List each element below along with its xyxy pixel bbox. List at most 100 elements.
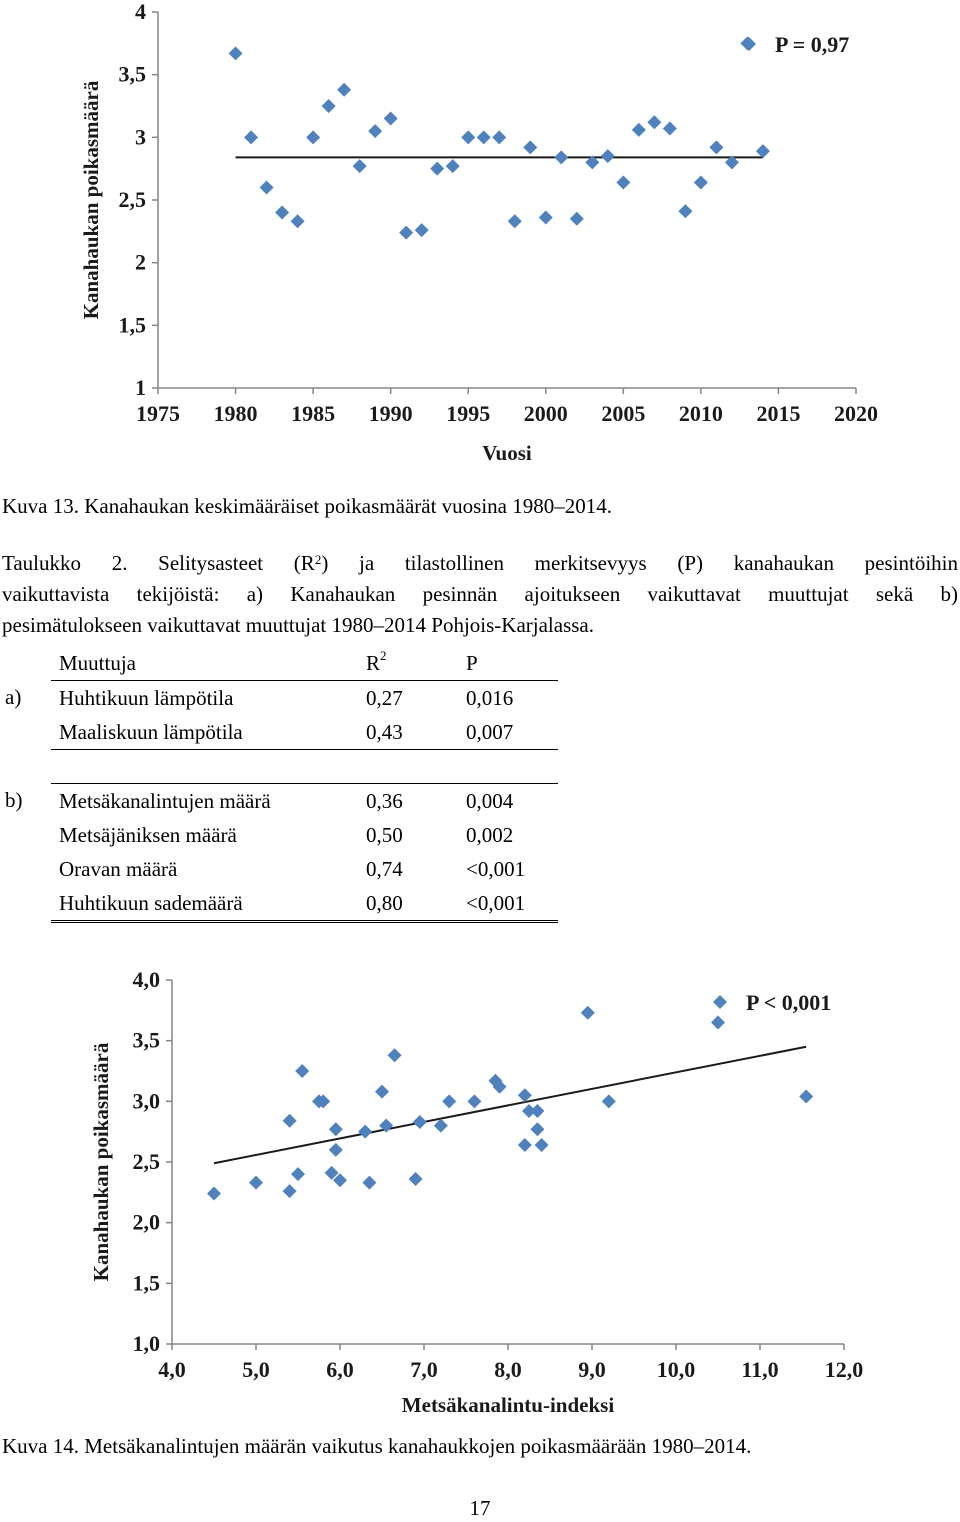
- data-point: [517, 1088, 532, 1103]
- table-caption-line-3: pesimätulokseen vaikuttavat muuttujat 19…: [2, 613, 594, 637]
- data-point: [368, 124, 383, 139]
- data-point: [379, 1118, 394, 1133]
- data-point: [207, 1186, 221, 1201]
- data-point: [328, 1122, 343, 1137]
- data-point: [282, 1184, 297, 1199]
- data-point: [358, 1124, 373, 1139]
- table-header-variable: Muuttuja: [51, 646, 366, 681]
- table-caption-part-2: ) ja tilastollinen merkitsevyys (P) kana…: [321, 551, 958, 575]
- data-point: [249, 1175, 263, 1190]
- y-tick-label: 2,5: [119, 187, 147, 212]
- data-point: [352, 159, 367, 174]
- table-row: b) Metsäkanalintujen määrä 0,36 0,004: [0, 784, 558, 819]
- index-scatter-chart: 1,0 1,5 2,0 2,5 3,0 3,5 4,0 4,0 5,0 6,0 7,0 8,0 9,0…: [89, 967, 864, 1417]
- data-point: [538, 210, 553, 225]
- x-tick-label: 1995: [446, 401, 490, 426]
- x-tick-label: 6,0: [326, 1357, 354, 1382]
- data-point: [362, 1175, 377, 1190]
- data-point: [445, 159, 460, 174]
- table-row: Huhtikuun sademäärä 0,80 <0,001: [0, 886, 558, 923]
- table-cell-variable: Metsäjäniksen määrä: [59, 822, 237, 847]
- table-header-r2-text: R: [366, 650, 381, 675]
- y-tick-label: 3,5: [133, 1028, 161, 1053]
- table-cell-empty: [0, 750, 51, 784]
- data-point: [275, 205, 290, 220]
- p-value-annotation: P = 0,97: [775, 32, 849, 57]
- x-axis-label: Vuosi: [482, 441, 532, 465]
- x-tick-label: 8,0: [494, 1357, 522, 1382]
- table-cell-empty: [0, 818, 51, 852]
- x-tick-label: 1985: [291, 401, 335, 426]
- table-cell-r2: 0,50: [366, 822, 403, 847]
- y-tick-label: 4,0: [133, 967, 161, 992]
- table-caption-line-2: vaikuttavista tekijöistä: a) Kanahaukan …: [2, 582, 958, 606]
- table-cell-r2: 0,27: [366, 685, 403, 710]
- table-cell-empty: [366, 749, 466, 784]
- data-point: [306, 130, 321, 145]
- data-point: [799, 1089, 814, 1104]
- x-axis-label: Metsäkanalintu-indeksi: [402, 1393, 615, 1417]
- data-point: [711, 1015, 725, 1030]
- table-cell-p: <0,001: [466, 856, 526, 881]
- y-tick-label: 2,0: [133, 1210, 161, 1235]
- data-point: [534, 1138, 549, 1153]
- y-tick-label: 3,0: [133, 1088, 161, 1113]
- table-header-r2-sup: 2: [380, 647, 387, 663]
- data-point: [316, 1094, 331, 1109]
- data-point: [408, 1171, 423, 1186]
- x-tick-label: 1990: [369, 401, 413, 426]
- data-point: [476, 130, 491, 145]
- group-label-a: a): [5, 685, 22, 710]
- table-cell-r2: 0,43: [366, 715, 466, 750]
- data-point: [569, 211, 584, 226]
- statistics-table: Muuttuja R2 P a) Huhtikuun lämpötila 0,2…: [0, 646, 558, 923]
- data-point: [693, 175, 708, 190]
- y-tick-label: 2: [135, 250, 146, 275]
- page-number: 17: [469, 1496, 491, 1520]
- data-point: [709, 140, 724, 155]
- data-point: [647, 115, 662, 130]
- table-cell-r2: 0,36: [366, 788, 403, 813]
- y-tick-label: 3,5: [119, 62, 147, 87]
- data-point: [375, 1084, 389, 1099]
- data-point: [522, 1104, 536, 1119]
- data-point: [291, 1167, 305, 1182]
- x-tick-label: 4,0: [158, 1357, 186, 1382]
- table-separator-row: [0, 749, 558, 784]
- table-cell-empty: [466, 749, 558, 784]
- table-cell-empty: [0, 852, 51, 886]
- trendline: [213, 1045, 807, 1165]
- x-tick-label: 9,0: [578, 1357, 606, 1382]
- data-point: [461, 130, 476, 145]
- x-tick-label: 10,0: [657, 1357, 696, 1382]
- table-caption-part-1: Taulukko 2. Selitysasteet (R: [2, 551, 315, 575]
- y-axis-label: Kanahaukan poikasmäärä: [79, 80, 103, 319]
- table-cell-variable: Huhtikuun lämpötila: [59, 685, 234, 710]
- data-point: [530, 1104, 545, 1119]
- table-header-row: Muuttuja R2 P: [0, 646, 558, 681]
- table-cell-p: 0,002: [466, 822, 514, 847]
- y-tick-label: 1,5: [133, 1270, 161, 1295]
- table-row: a) Huhtikuun lämpötila 0,27 0,016: [0, 681, 558, 716]
- table-row: Metsäjäniksen määrä 0,50 0,002: [0, 818, 558, 852]
- table-row: Maaliskuun lämpötila 0,43 0,007: [0, 715, 558, 750]
- figure-13-caption: Kuva 13. Kanahaukan keskimääräiset poika…: [2, 494, 612, 518]
- table-cell-empty: [51, 749, 366, 784]
- x-tick-label: 12,0: [825, 1357, 864, 1382]
- table-header-r2: R2: [366, 646, 466, 681]
- data-point: [616, 175, 631, 190]
- legend-marker: [742, 37, 756, 51]
- data-point: [295, 1064, 310, 1078]
- x-tick-label: 1975: [136, 401, 180, 426]
- table-header-empty: [0, 646, 51, 681]
- y-tick-label: 1,5: [119, 312, 147, 337]
- x-tick-label: 1980: [214, 401, 258, 426]
- data-point: [321, 99, 336, 113]
- table-row: Oravan määrä 0,74 <0,001: [0, 852, 558, 886]
- table-caption-superscript: 2: [314, 552, 322, 567]
- data-point: [290, 214, 305, 229]
- data-point: [333, 1173, 347, 1188]
- data-points: [207, 1005, 814, 1201]
- table-cell-variable: Oravan määrä: [59, 856, 178, 881]
- table-cell-p: 0,007: [466, 715, 558, 750]
